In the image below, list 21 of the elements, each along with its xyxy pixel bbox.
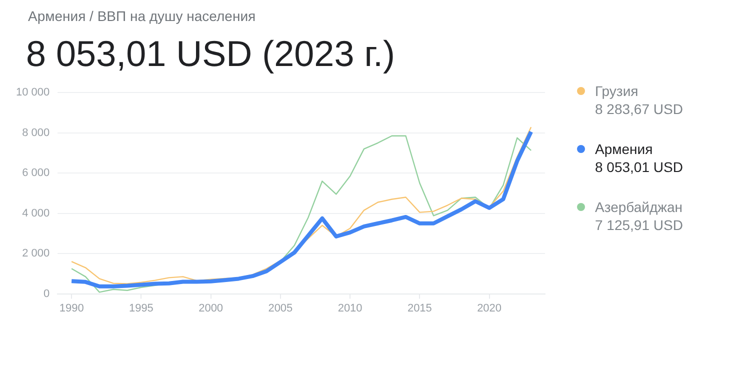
chart-subtitle: Армения / ВВП на душу населения bbox=[28, 8, 257, 24]
y-tick-label: 4 000 bbox=[22, 207, 50, 220]
y-tick-label: 8 000 bbox=[22, 126, 50, 139]
legend-label: Грузия bbox=[595, 82, 640, 100]
chart-title: 8 053,01 USD (2023 г.) bbox=[26, 32, 396, 76]
x-tick-label: 2000 bbox=[198, 302, 224, 314]
y-tick-label: 10 000 bbox=[16, 86, 50, 99]
x-tick-label: 2010 bbox=[338, 302, 362, 314]
text: 7 125,91 USD bbox=[595, 216, 683, 234]
text: 8 283,67 USD bbox=[595, 100, 683, 118]
x-tick-label: 2020 bbox=[477, 302, 502, 314]
y-tick-label: 0 bbox=[44, 288, 50, 300]
x-tick-label: 1995 bbox=[128, 302, 154, 314]
legend-label: Армения bbox=[595, 140, 654, 158]
x-tick-label: 1990 bbox=[59, 302, 84, 314]
x-tick-label: 2005 bbox=[268, 302, 293, 314]
y-tick-label: 2 000 bbox=[22, 248, 50, 260]
y-tick-label: 6 000 bbox=[22, 167, 50, 180]
legend-label: Азербайджан bbox=[595, 198, 683, 216]
x-tick-label: 2015 bbox=[407, 302, 432, 314]
text: 8 053,01 USD bbox=[595, 158, 683, 176]
